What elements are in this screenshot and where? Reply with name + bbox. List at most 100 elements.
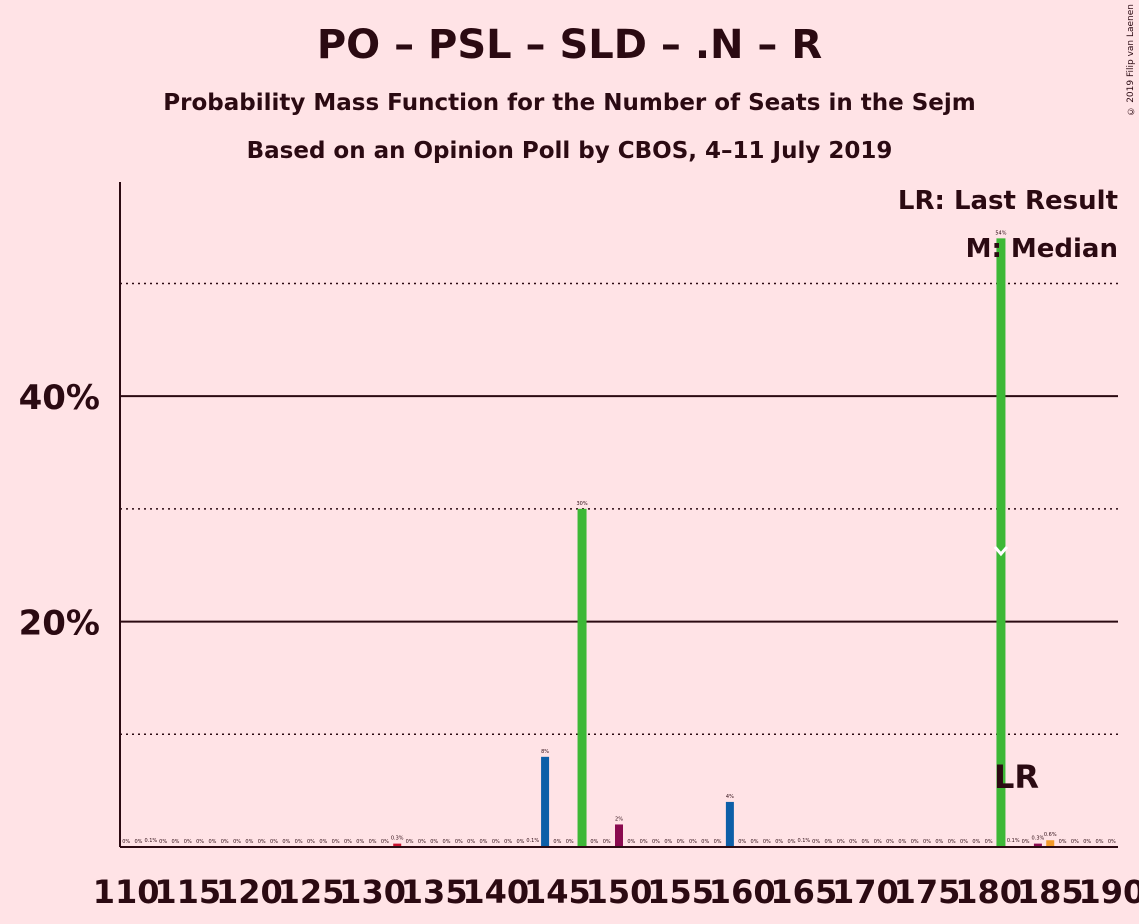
bar-value-label: 0% bbox=[849, 839, 857, 845]
bar-value-label: 0% bbox=[677, 839, 685, 845]
x-tick-label: 185 bbox=[1017, 873, 1084, 911]
x-tick-label: 135 bbox=[401, 873, 468, 911]
legend-last-result: LR: Last Result bbox=[898, 186, 1118, 216]
bar-value-label: 0% bbox=[369, 839, 377, 845]
bar-value-label: 0% bbox=[467, 839, 475, 845]
bar bbox=[393, 843, 402, 847]
last-result-label: LR bbox=[994, 758, 1039, 796]
bar-value-label: 8% bbox=[541, 749, 549, 755]
bar-value-label: 0% bbox=[504, 839, 512, 845]
bar-value-label: 0.6% bbox=[1044, 832, 1057, 838]
bar-value-label: 0.1% bbox=[1007, 838, 1020, 844]
bar-value-label: 0% bbox=[1071, 839, 1079, 845]
bar-value-label: 0% bbox=[689, 839, 697, 845]
bar-value-label: 0% bbox=[972, 839, 980, 845]
x-tick-label: 175 bbox=[894, 873, 961, 911]
bar-value-label: 0% bbox=[295, 839, 303, 845]
bar-value-label: 0% bbox=[812, 839, 820, 845]
bar-value-label: 0% bbox=[652, 839, 660, 845]
bar-value-label: 0% bbox=[1022, 839, 1030, 845]
legend-median: M: Median bbox=[966, 234, 1118, 264]
bar-value-label: 0% bbox=[886, 839, 894, 845]
bar-value-label: 0% bbox=[664, 839, 672, 845]
x-tick-label: 130 bbox=[339, 873, 406, 911]
x-tick-label: 165 bbox=[770, 873, 837, 911]
bar-value-label: 0% bbox=[245, 839, 253, 845]
bar-value-label: 0% bbox=[824, 839, 832, 845]
bar bbox=[541, 756, 550, 847]
bar-value-label: 0% bbox=[763, 839, 771, 845]
bar-value-label: 0% bbox=[455, 839, 463, 845]
x-tick-label: 120 bbox=[216, 873, 283, 911]
bar-value-label: 0% bbox=[640, 839, 648, 845]
bar bbox=[996, 238, 1006, 847]
x-tick-label: 180 bbox=[955, 873, 1022, 911]
bar-value-label: 0.1% bbox=[526, 838, 539, 844]
bar-value-label: 0% bbox=[566, 839, 574, 845]
bar-value-label: 0% bbox=[553, 839, 561, 845]
bar bbox=[615, 824, 623, 847]
chart-subtitle: Probability Mass Function for the Number… bbox=[163, 90, 976, 116]
bar-value-label: 54% bbox=[995, 230, 1006, 236]
bar-value-label: 0% bbox=[406, 839, 414, 845]
bar-value-label: 0% bbox=[196, 839, 204, 845]
bar-value-label: 0.1% bbox=[797, 838, 810, 844]
x-tick-label: 115 bbox=[154, 873, 221, 911]
bar-value-label: 0% bbox=[738, 839, 746, 845]
bar-value-label: 0% bbox=[381, 839, 389, 845]
bar-value-label: 0% bbox=[480, 839, 488, 845]
bar-value-label: 0% bbox=[1096, 839, 1104, 845]
bar-value-label: 0% bbox=[1108, 839, 1116, 845]
x-tick-label: 170 bbox=[832, 873, 899, 911]
bar-value-label: 0% bbox=[627, 839, 635, 845]
bar-value-label: 0% bbox=[418, 839, 426, 845]
bar bbox=[725, 801, 734, 847]
bar-value-label: 0% bbox=[319, 839, 327, 845]
bar-value-label: 0% bbox=[590, 839, 598, 845]
bar-value-label: 30% bbox=[576, 501, 587, 507]
bar-value-label: 0% bbox=[344, 839, 352, 845]
bar-value-label: 0.3% bbox=[1032, 836, 1045, 842]
bar-value-label: 0% bbox=[861, 839, 869, 845]
bar-value-label: 0% bbox=[282, 839, 290, 845]
bar-value-label: 0% bbox=[233, 839, 241, 845]
bar-value-label: 0% bbox=[837, 839, 845, 845]
bar-value-label: 0% bbox=[270, 839, 278, 845]
bar-value-label: 0% bbox=[221, 839, 229, 845]
bar-value-label: 0% bbox=[714, 839, 722, 845]
bar-value-label: 0.3% bbox=[391, 836, 404, 842]
bar-value-label: 0% bbox=[443, 839, 451, 845]
bar-value-label: 0% bbox=[135, 839, 143, 845]
bar-value-label: 0% bbox=[935, 839, 943, 845]
bar-value-label: 0% bbox=[898, 839, 906, 845]
bar bbox=[1046, 840, 1055, 847]
x-tick-label: 155 bbox=[647, 873, 714, 911]
median-marker bbox=[993, 545, 1009, 557]
bar-value-label: 0% bbox=[184, 839, 192, 845]
bar-value-label: 0% bbox=[701, 839, 709, 845]
bar-value-label: 0% bbox=[960, 839, 968, 845]
bar-value-label: 4% bbox=[726, 794, 734, 800]
x-tick-label: 145 bbox=[524, 873, 591, 911]
bar-value-label: 0% bbox=[603, 839, 611, 845]
bar bbox=[1033, 843, 1042, 847]
chart-source: Based on an Opinion Poll by CBOS, 4–11 J… bbox=[246, 138, 893, 164]
bar-value-label: 0% bbox=[307, 839, 315, 845]
x-tick-label: 125 bbox=[278, 873, 345, 911]
bar-value-label: 0% bbox=[258, 839, 266, 845]
bar-value-label: 0% bbox=[1059, 839, 1067, 845]
bar-value-label: 2% bbox=[615, 816, 623, 822]
bar-value-label: 0% bbox=[430, 839, 438, 845]
bar-value-label: 0% bbox=[923, 839, 931, 845]
bar-value-label: 0% bbox=[948, 839, 956, 845]
bar-value-label: 0% bbox=[985, 839, 993, 845]
bar-value-label: 0% bbox=[356, 839, 364, 845]
bar-value-label: 0.1% bbox=[144, 838, 157, 844]
bar-value-label: 0% bbox=[874, 839, 882, 845]
bar-value-label: 0% bbox=[1083, 839, 1091, 845]
bar-value-label: 0% bbox=[159, 839, 167, 845]
bar-value-label: 0% bbox=[775, 839, 783, 845]
x-tick-label: 110 bbox=[93, 873, 160, 911]
bar-value-label: 0% bbox=[171, 839, 179, 845]
